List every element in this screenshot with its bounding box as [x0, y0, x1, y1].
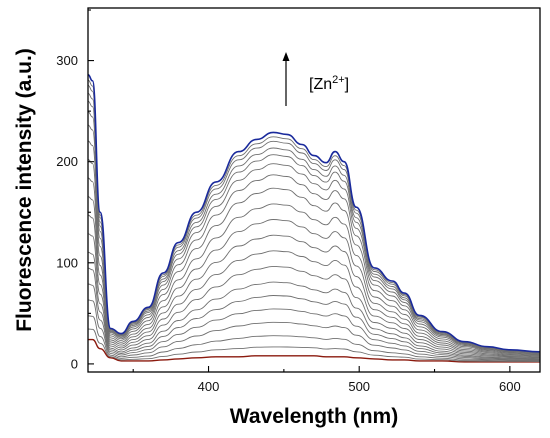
series-line-14	[88, 124, 540, 355]
series-line-1	[88, 338, 540, 363]
series-layer	[88, 73, 540, 363]
series-line-20	[88, 73, 540, 353]
x-axis-title: Wavelength (nm)	[230, 405, 398, 428]
series-line-8	[88, 233, 540, 359]
y-tick-label: 0	[71, 356, 78, 371]
series-line-16	[88, 100, 540, 354]
y-tick-label: 300	[56, 53, 78, 68]
y-axis-title: Fluorescence intensity (a.u.)	[13, 48, 36, 332]
series-line-11	[88, 177, 540, 357]
series-line-2	[88, 328, 540, 362]
series-line-7	[88, 251, 540, 360]
series-line-9	[88, 214, 540, 358]
series-line-10	[88, 196, 540, 357]
y-tick-label: 200	[56, 154, 78, 169]
arrowhead-icon	[282, 52, 290, 61]
series-line-3	[88, 315, 540, 362]
series-line-18	[88, 84, 540, 353]
series-line-17	[88, 92, 540, 353]
y-tick-label: 100	[56, 255, 78, 270]
x-tick-label: 400	[198, 379, 220, 394]
x-tick-label: 500	[348, 379, 370, 394]
zn-annotation: [Zn2+]	[282, 52, 349, 106]
series-line-12	[88, 159, 540, 356]
series-line-5	[88, 283, 540, 361]
series-line-6	[88, 267, 540, 360]
series-line-4	[88, 299, 540, 361]
series-line-15	[88, 111, 540, 354]
zn-concentration-label: [Zn2+]	[309, 74, 349, 93]
plot-frame	[87, 7, 541, 373]
x-tick-label: 600	[499, 379, 521, 394]
tick-layer: 400 500 600 0 100 200 300	[56, 9, 521, 394]
series-line-13	[88, 140, 540, 355]
